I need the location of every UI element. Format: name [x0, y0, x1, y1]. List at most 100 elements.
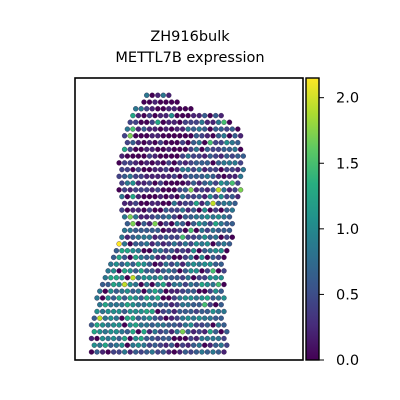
expression-spot: [124, 207, 131, 213]
expression-spot: [130, 193, 136, 200]
expression-spot: [166, 119, 172, 125]
expression-spot: [168, 139, 175, 146]
expression-spot: [110, 254, 117, 261]
expression-spot: [149, 187, 155, 193]
expression-spot: [218, 302, 224, 308]
expression-spot: [94, 335, 100, 342]
expression-spot: [119, 329, 125, 335]
expression-spot: [141, 342, 147, 348]
expression-spot: [193, 119, 200, 125]
expression-spot: [221, 254, 227, 261]
expression-spot: [177, 133, 183, 139]
expression-spot: [215, 133, 222, 139]
expression-spot: [196, 329, 202, 335]
expression-spot: [99, 308, 106, 315]
expression-spot: [157, 139, 164, 146]
expression-spot: [168, 315, 175, 321]
expression-spot: [182, 133, 189, 139]
expression-spot: [182, 349, 189, 355]
expression-spot: [204, 322, 211, 328]
expression-spot: [121, 295, 128, 301]
expression-spot: [226, 133, 233, 139]
expression-spot: [163, 302, 169, 308]
expression-spot: [124, 342, 131, 348]
expression-spot: [213, 221, 219, 227]
expression-spot: [130, 315, 136, 321]
expression-spot: [199, 146, 205, 153]
expression-spot: [108, 329, 114, 335]
expression-spot: [141, 221, 147, 227]
expression-spot: [121, 281, 128, 288]
expression-spot: [171, 146, 177, 153]
expression-spot: [171, 308, 177, 315]
expression-spot: [190, 193, 197, 200]
expression-spot: [130, 221, 136, 227]
expression-spot: [190, 329, 197, 335]
colorbar-ticks: 0.0 0.5 1.0 1.5 2.0: [319, 91, 359, 369]
expression-spot: [188, 173, 194, 180]
expression-spot: [121, 227, 128, 234]
expression-spot: [190, 315, 197, 321]
expression-spot: [218, 315, 224, 321]
expression-spot: [133, 308, 139, 315]
expression-spot: [121, 308, 128, 315]
expression-spot: [171, 227, 177, 234]
expression-spot: [199, 295, 205, 301]
expression-spot: [213, 248, 219, 254]
expression-spot: [166, 200, 172, 207]
expression-spot: [97, 315, 103, 321]
expression-spot: [152, 221, 158, 227]
expression-spot: [155, 335, 161, 342]
expression-spot: [221, 281, 227, 288]
expression-spot: [88, 335, 95, 342]
expression-spot: [127, 173, 133, 180]
expression-spot: [146, 329, 153, 335]
expression-spot: [210, 281, 216, 288]
expression-spot: [218, 126, 224, 132]
expression-spot: [133, 119, 139, 125]
expression-spot: [133, 281, 139, 288]
expression-spot: [215, 146, 222, 153]
expression-spot: [166, 295, 172, 301]
expression-spot: [199, 281, 205, 288]
expression-spot: [207, 261, 213, 267]
expression-spot: [179, 139, 186, 146]
expression-spot: [218, 288, 224, 294]
expression-spot: [171, 106, 177, 112]
expression-spot: [141, 261, 147, 267]
expression-spot: [224, 329, 230, 335]
expression-spot: [226, 146, 233, 153]
expression-spot: [155, 281, 161, 288]
expression-spot: [179, 207, 186, 213]
expression-spot: [196, 315, 202, 321]
expression-spot: [188, 119, 194, 125]
expression-spot: [166, 133, 172, 139]
expression-spot: [149, 173, 155, 180]
expression-spot: [155, 119, 161, 125]
expression-spot: [177, 268, 183, 274]
expression-spot: [160, 200, 166, 207]
expression-spot: [190, 139, 197, 146]
expression-spot: [188, 335, 194, 342]
expression-spot: [196, 166, 202, 173]
expression-spot: [121, 214, 128, 220]
expression-spot: [99, 295, 106, 301]
expression-spot: [210, 241, 216, 247]
expression-spot: [188, 322, 194, 328]
expression-spot: [127, 200, 133, 207]
expression-spot: [207, 166, 213, 173]
expression-spot: [202, 139, 208, 146]
expression-spot: [133, 146, 139, 153]
expression-spot: [163, 315, 169, 321]
expression-spot: [174, 166, 180, 173]
expression-spot: [202, 221, 208, 227]
expression-spot: [163, 112, 169, 119]
expression-spot: [155, 106, 161, 112]
expression-spot: [204, 187, 211, 193]
expression-spot: [185, 248, 191, 254]
expression-spot: [210, 146, 216, 153]
expression-spot: [196, 139, 202, 146]
expression-spot: [141, 275, 147, 281]
expression-spot: [168, 342, 175, 348]
expression-spot: [237, 173, 244, 180]
